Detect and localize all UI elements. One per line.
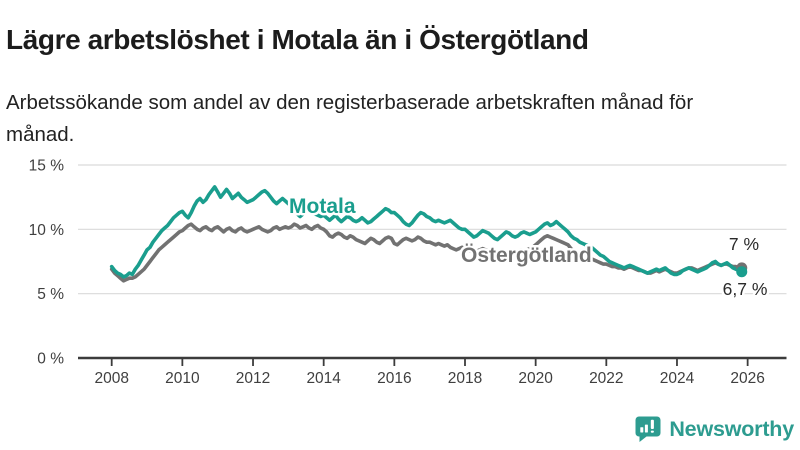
x-axis-tick-label: 2024 [660, 370, 695, 387]
y-axis-tick-label: 0 % [37, 351, 64, 368]
x-axis-tick-label: 2010 [165, 370, 200, 387]
y-axis-tick-label: 5 % [37, 286, 64, 303]
newsworthy-logo[interactable]: Newsworthy [634, 415, 794, 443]
end-value-label-Östergötland: 7 % [729, 234, 759, 254]
series-label-Östergötland: Östergötland [461, 244, 592, 267]
newsworthy-logo-icon [635, 416, 661, 442]
x-axis-tick-label: 2026 [730, 370, 764, 387]
x-axis-tick-label: 2008 [94, 370, 128, 387]
series-end-dot-Motala [736, 266, 748, 278]
x-axis-tick-label: 2020 [518, 370, 553, 387]
end-value-label-Motala: 6,7 % [723, 279, 768, 299]
newsworthy-logo-text: Newsworthy [669, 416, 794, 441]
page-title: Lägre arbetslöshet i Motala än i Östergö… [6, 23, 589, 55]
y-axis-tick-label: 15 % [29, 157, 65, 174]
x-axis-tick-label: 2016 [377, 370, 411, 387]
chart-subtitle: Arbetssökande som andel av den registerb… [6, 90, 694, 146]
x-axis-tick-label: 2018 [448, 370, 482, 387]
x-axis-tick-label: 2014 [306, 370, 341, 387]
x-axis-tick-label: 2022 [589, 370, 623, 387]
y-axis-tick-label: 10 % [29, 222, 65, 239]
series-label-Motala: Motala [289, 195, 356, 218]
series-line-Motala [109, 185, 744, 279]
x-axis-tick-label: 2012 [236, 370, 270, 387]
